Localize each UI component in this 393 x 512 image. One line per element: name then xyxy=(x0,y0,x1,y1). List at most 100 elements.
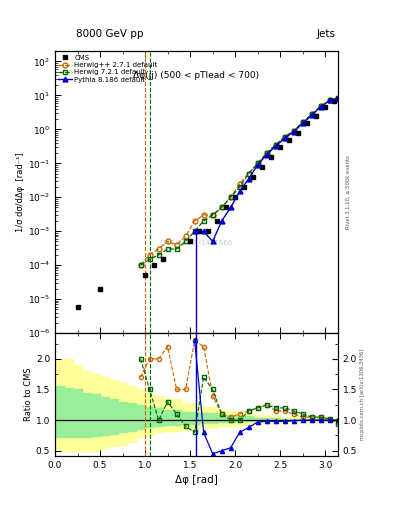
Herwig 7.2.1 default xyxy=(138,262,143,268)
CMS xyxy=(152,262,156,268)
Pythia 8.186 default xyxy=(237,188,242,195)
CMS xyxy=(332,98,336,104)
Herwig++ 2.7.1 default xyxy=(201,212,206,218)
CMS xyxy=(75,304,80,310)
Pythia 8.186 default xyxy=(246,176,251,182)
Herwig 7.2.1 default xyxy=(291,128,296,134)
Line: CMS: CMS xyxy=(75,96,340,309)
Herwig 7.2.1 default xyxy=(327,97,332,103)
Pythia 8.186 default xyxy=(210,239,215,245)
Herwig 7.2.1 default xyxy=(246,170,251,177)
CMS xyxy=(336,96,340,102)
Pythia 8.186 default xyxy=(219,218,224,224)
Pythia 8.186 default xyxy=(264,152,269,158)
Herwig++ 2.7.1 default xyxy=(192,218,197,224)
Herwig 7.2.1 default xyxy=(282,134,287,140)
Herwig 7.2.1 default xyxy=(237,184,242,190)
CMS xyxy=(188,239,193,245)
CMS xyxy=(242,184,246,190)
CMS xyxy=(98,286,103,292)
X-axis label: Δφ [rad]: Δφ [rad] xyxy=(175,475,218,485)
CMS xyxy=(197,228,202,234)
CMS xyxy=(323,104,328,110)
Y-axis label: mcplots.cern.ch [arXiv:1306.3436]: mcplots.cern.ch [arXiv:1306.3436] xyxy=(360,349,365,440)
Herwig++ 2.7.1 default xyxy=(228,194,233,200)
Herwig 7.2.1 default xyxy=(255,160,260,166)
Herwig++ 2.7.1 default xyxy=(300,119,305,125)
Pythia 8.186 default xyxy=(228,204,233,210)
CMS xyxy=(305,120,310,126)
Text: Jets: Jets xyxy=(317,29,336,39)
CMS xyxy=(143,272,147,279)
CMS xyxy=(278,144,283,150)
CMS xyxy=(233,194,237,200)
Herwig++ 2.7.1 default xyxy=(273,142,278,148)
Pythia 8.186 default xyxy=(336,95,340,101)
Y-axis label: Ratio to CMS: Ratio to CMS xyxy=(24,368,33,421)
Pythia 8.186 default xyxy=(309,112,314,118)
Herwig++ 2.7.1 default xyxy=(165,239,170,245)
CMS xyxy=(296,130,301,136)
Herwig++ 2.7.1 default xyxy=(282,134,287,140)
Herwig 7.2.1 default xyxy=(174,246,179,252)
Herwig++ 2.7.1 default xyxy=(291,128,296,134)
Herwig 7.2.1 default xyxy=(336,95,340,101)
Herwig 7.2.1 default xyxy=(309,111,314,117)
CMS xyxy=(251,174,255,180)
CMS xyxy=(269,154,274,160)
Herwig++ 2.7.1 default xyxy=(255,160,260,166)
Herwig++ 2.7.1 default xyxy=(210,212,215,218)
Herwig 7.2.1 default xyxy=(273,142,278,148)
Pythia 8.186 default xyxy=(327,97,332,103)
Herwig 7.2.1 default xyxy=(318,103,323,109)
Y-axis label: Rivet 3.1.10, ≥ 500k events: Rivet 3.1.10, ≥ 500k events xyxy=(345,155,351,229)
Herwig++ 2.7.1 default xyxy=(183,233,188,240)
Herwig++ 2.7.1 default xyxy=(138,262,143,268)
Herwig++ 2.7.1 default xyxy=(318,103,323,109)
Line: Herwig++ 2.7.1 default: Herwig++ 2.7.1 default xyxy=(138,96,340,268)
Text: 8000 GeV pp: 8000 GeV pp xyxy=(76,29,144,39)
Pythia 8.186 default xyxy=(192,228,197,234)
Herwig 7.2.1 default xyxy=(201,218,206,224)
Line: Pythia 8.186 default: Pythia 8.186 default xyxy=(192,96,340,244)
Herwig++ 2.7.1 default xyxy=(336,95,340,101)
Herwig++ 2.7.1 default xyxy=(147,252,152,258)
Herwig 7.2.1 default xyxy=(300,119,305,125)
Herwig++ 2.7.1 default xyxy=(309,111,314,117)
Herwig 7.2.1 default xyxy=(228,194,233,200)
Herwig 7.2.1 default xyxy=(264,150,269,156)
Text: Δφ(jj) (500 < pTlead < 700): Δφ(jj) (500 < pTlead < 700) xyxy=(134,71,259,80)
CMS xyxy=(224,204,228,210)
Line: Herwig 7.2.1 default: Herwig 7.2.1 default xyxy=(138,96,340,268)
CMS xyxy=(161,256,165,262)
Herwig++ 2.7.1 default xyxy=(237,181,242,187)
Pythia 8.186 default xyxy=(318,104,323,110)
Herwig 7.2.1 default xyxy=(210,212,215,218)
Pythia 8.186 default xyxy=(282,135,287,141)
Legend: CMS, Herwig++ 2.7.1 default, Herwig 7.2.1 default, Pythia 8.186 default: CMS, Herwig++ 2.7.1 default, Herwig 7.2.… xyxy=(57,53,159,84)
Pythia 8.186 default xyxy=(201,228,206,234)
Herwig 7.2.1 default xyxy=(165,246,170,252)
Pythia 8.186 default xyxy=(291,129,296,135)
Y-axis label: 1/σ dσ/dΔφ  [rad⁻¹]: 1/σ dσ/dΔφ [rad⁻¹] xyxy=(16,152,25,232)
Pythia 8.186 default xyxy=(300,120,305,126)
Herwig 7.2.1 default xyxy=(147,256,152,262)
Pythia 8.186 default xyxy=(273,143,278,149)
CMS xyxy=(287,137,292,143)
Herwig 7.2.1 default xyxy=(183,239,188,245)
Herwig++ 2.7.1 default xyxy=(174,242,179,248)
Herwig 7.2.1 default xyxy=(192,228,197,234)
Herwig++ 2.7.1 default xyxy=(264,150,269,156)
Herwig 7.2.1 default xyxy=(219,204,224,210)
CMS xyxy=(260,163,264,169)
Herwig++ 2.7.1 default xyxy=(246,170,251,177)
CMS xyxy=(314,113,319,119)
Text: CMS_2016_I1421666: CMS_2016_I1421666 xyxy=(160,240,233,246)
CMS xyxy=(215,218,220,224)
Herwig++ 2.7.1 default xyxy=(327,97,332,103)
Herwig++ 2.7.1 default xyxy=(156,246,161,252)
Herwig 7.2.1 default xyxy=(156,252,161,258)
CMS xyxy=(206,228,211,234)
Herwig++ 2.7.1 default xyxy=(219,204,224,210)
Pythia 8.186 default xyxy=(255,162,260,168)
